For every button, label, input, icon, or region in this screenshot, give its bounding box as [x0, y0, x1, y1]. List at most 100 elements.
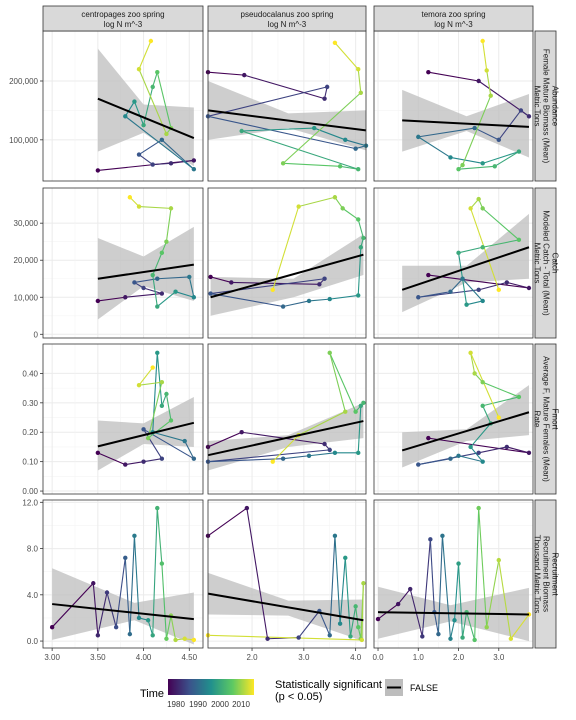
data-point [359, 637, 365, 643]
data-point [472, 371, 477, 376]
data-point [132, 533, 137, 539]
data-point [496, 287, 501, 293]
regression-line [378, 611, 529, 616]
time-path-segment [344, 557, 352, 637]
time-path-segment [437, 535, 443, 635]
time-path-segment [334, 535, 341, 624]
regression-line [97, 97, 195, 139]
panel-r2-c1 [205, 343, 367, 495]
x-tick-label: 4.50 [181, 653, 197, 662]
time-path-segment [241, 130, 359, 170]
time-path-segment [428, 71, 479, 82]
regression-line [402, 119, 530, 128]
time-path-segment [482, 381, 520, 398]
data-point [280, 456, 286, 461]
row-strip-label: Metric Tons [532, 86, 541, 127]
legend-time-tick-2000: 2000 [211, 700, 229, 709]
y-tick-label: 20,000 [14, 256, 39, 265]
time-path-segment [486, 70, 492, 96]
time-path-segment [133, 101, 145, 126]
data-point [516, 237, 522, 243]
data-point [484, 68, 489, 73]
time-path-segment [156, 291, 176, 307]
data-point [123, 295, 128, 300]
regression-line [97, 263, 195, 280]
data-point [95, 633, 101, 638]
time-path-segment [133, 535, 140, 618]
data-point [164, 636, 169, 641]
data-point [150, 272, 155, 278]
data-point [132, 99, 137, 104]
data-point [168, 161, 174, 166]
time-path-segment [161, 139, 195, 170]
time-path-segment [470, 208, 500, 291]
data-point [332, 450, 338, 456]
regression-line [401, 246, 530, 291]
confidence-band [210, 234, 364, 316]
time-path-segment [161, 563, 167, 639]
data-point [472, 125, 477, 131]
x-tick-label: 4.00 [136, 653, 152, 662]
time-path-segment [418, 291, 451, 298]
regression-line [210, 253, 364, 299]
legend-sig-title-line2: (p < 0.05) [275, 691, 322, 703]
data-point [353, 146, 358, 151]
data-point [155, 276, 160, 281]
data-point [104, 590, 110, 595]
data-point [448, 289, 453, 294]
data-point [324, 84, 330, 90]
time-path-segment [272, 206, 300, 291]
time-path-segment [207, 71, 245, 76]
time-path-segment [355, 606, 359, 628]
time-path-segment [506, 446, 530, 454]
time-path-segment [152, 162, 172, 166]
time-path-segment [506, 281, 530, 289]
row-strip-label: Thousand Metric Tons [532, 535, 541, 614]
y-tick-label: 4.0 [27, 591, 39, 600]
data-point [95, 450, 101, 456]
column-strip-box [373, 5, 534, 32]
data-point [456, 453, 461, 458]
data-point [358, 90, 364, 95]
data-point [150, 633, 155, 638]
data-point [460, 635, 465, 640]
confidence-band [52, 568, 194, 645]
data-point [150, 84, 155, 90]
time-path-segment [342, 207, 359, 220]
data-point [182, 438, 187, 444]
data-point [145, 618, 151, 623]
time-path-segment [207, 86, 328, 117]
data-point [476, 196, 481, 202]
time-path-segment [147, 420, 172, 439]
data-point [356, 217, 361, 222]
time-path-segment [124, 557, 131, 635]
panels-layer [42, 30, 534, 649]
data-point [136, 382, 142, 388]
data-point [208, 274, 213, 280]
data-point [375, 616, 381, 622]
data-point [187, 274, 192, 280]
time-path-segment [51, 582, 94, 628]
panel-r0-c2 [373, 30, 534, 182]
data-point [464, 302, 469, 307]
data-point [358, 403, 364, 408]
legend: Time 1980 1990 2000 2010 Statistically s… [140, 679, 438, 709]
data-point [476, 505, 481, 511]
time-path-segment [298, 196, 336, 208]
time-path-segment [308, 298, 330, 302]
time-path-segment [207, 431, 242, 448]
data-point [356, 67, 361, 72]
time-path-segment [129, 535, 135, 635]
confidence-band [402, 385, 529, 468]
data-point [456, 250, 461, 256]
data-point [127, 631, 133, 637]
data-point [191, 158, 197, 163]
time-path-segment [143, 458, 162, 463]
data-point [504, 444, 510, 450]
time-path-segment [152, 274, 158, 307]
time-path-segment [157, 276, 190, 280]
data-point [123, 462, 128, 467]
